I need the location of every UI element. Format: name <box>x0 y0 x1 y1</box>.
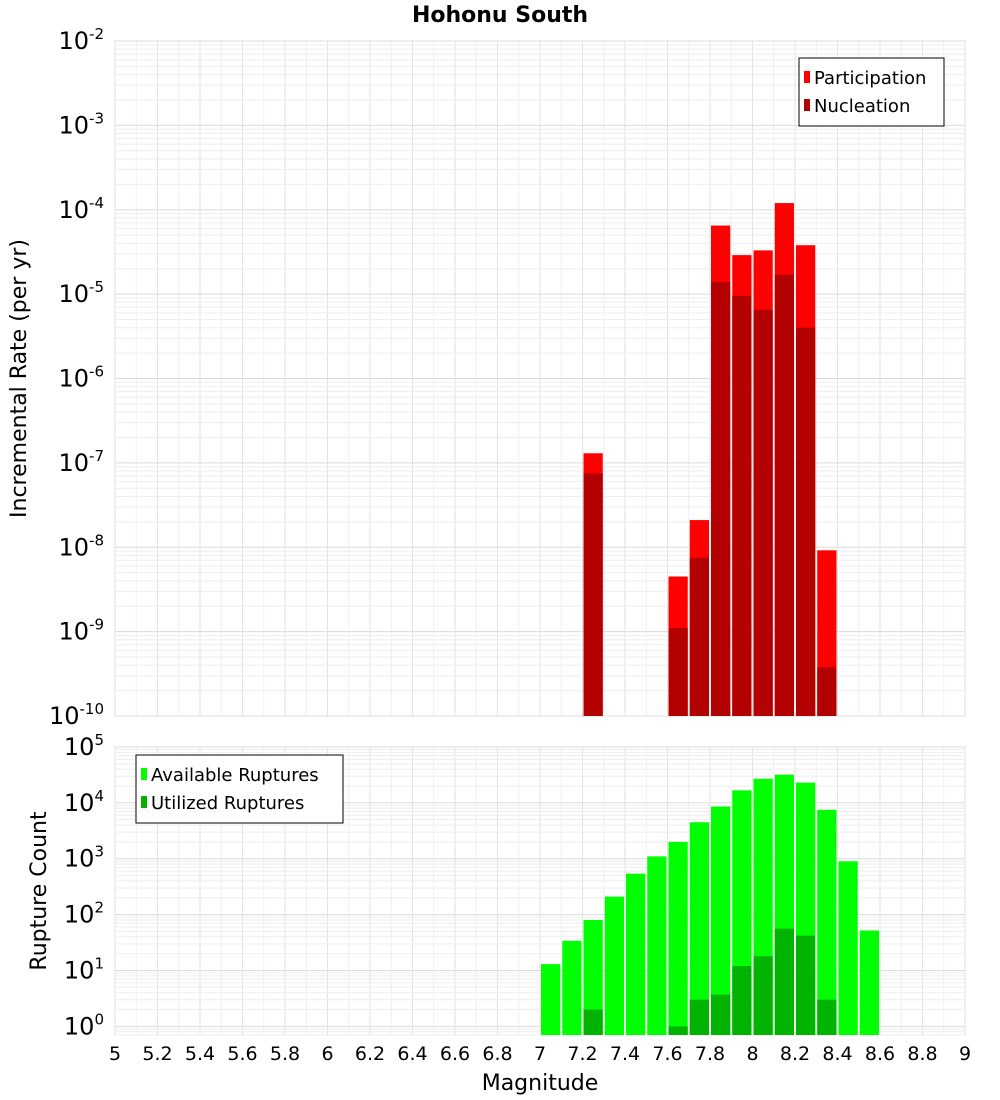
top-panel: 10-10 10-9 10-8 10-7 10-6 10-5 10-4 10-3 10-2 In… <box>7 25 966 730</box>
top-bars <box>583 203 837 717</box>
y-tick-label: 10-5 <box>58 278 104 308</box>
y-tick-label: 10-8 <box>58 531 104 561</box>
x-tick-label: 6.8 <box>482 1043 512 1065</box>
bar-nucleation <box>711 281 731 716</box>
legend-label: Utilized Ruptures <box>151 793 304 814</box>
bar-available-ruptures <box>838 861 858 1035</box>
chart-title: Hohonu South <box>412 3 588 28</box>
legend-label: Nucleation <box>814 96 910 117</box>
y-tick-label: 104 <box>64 787 104 817</box>
bar-nucleation <box>753 309 773 716</box>
bar-nucleation <box>774 274 794 716</box>
y-tick-label: 10-6 <box>58 363 104 393</box>
x-tick-label: 8 <box>746 1043 758 1065</box>
bar-utilized-ruptures <box>689 999 709 1035</box>
bottom-bars <box>541 774 879 1035</box>
bar-utilized-ruptures <box>732 966 752 1035</box>
bar-utilized-ruptures <box>583 1009 603 1035</box>
top-y-ticks: 10-10 10-9 10-8 10-7 10-6 10-5 10-4 10-3 10-2 <box>49 25 104 730</box>
bar-available-ruptures <box>583 920 603 1035</box>
bar-nucleation <box>583 473 603 716</box>
legend-box <box>135 754 344 824</box>
bar-available-ruptures <box>541 964 561 1035</box>
legend-swatch <box>141 796 147 808</box>
bottom-legend: Available Ruptures Utilized Ruptures <box>135 754 344 824</box>
x-tick-label: 7.6 <box>652 1043 682 1065</box>
x-ticks: 5 5.2 5.4 5.6 5.8 6 6.2 6.4 6.6 6.8 7 7.2 7.4 7.6 7.8 8… <box>109 1043 971 1065</box>
y-tick-label: 101 <box>64 954 104 984</box>
top-gridlines <box>114 40 966 717</box>
x-tick-label: 8.6 <box>865 1043 895 1065</box>
bottom-y-axis-label: Rupture Count <box>27 811 52 971</box>
bottom-panel: 100 101 102 103 104 105 5 5.2 5.4 5.6 5.8 6 6.2 6.4 6… <box>27 731 971 1096</box>
y-tick-label: 10-9 <box>58 616 104 646</box>
legend-box <box>798 57 945 127</box>
bar-utilized-ruptures <box>796 935 816 1035</box>
y-tick-label: 10-10 <box>49 700 104 730</box>
x-tick-label: 6.2 <box>355 1043 385 1065</box>
x-tick-label: 8.8 <box>907 1043 937 1065</box>
bar-utilized-ruptures <box>753 956 773 1035</box>
bar-utilized-ruptures <box>711 994 731 1035</box>
x-tick-label: 5.4 <box>185 1043 215 1065</box>
legend-swatch <box>804 71 810 83</box>
x-tick-label: 5 <box>109 1043 121 1065</box>
bar-nucleation <box>732 296 752 716</box>
x-tick-label: 6.4 <box>397 1043 427 1065</box>
bar-available-ruptures <box>689 822 709 1035</box>
legend-swatch <box>141 768 147 780</box>
bottom-y-ticks: 100 101 102 103 104 105 <box>64 731 104 1040</box>
legend-swatch <box>804 99 810 111</box>
top-y-axis-label: Incremental Rate (per yr) <box>7 239 32 518</box>
y-tick-label: 105 <box>64 731 104 761</box>
x-tick-label: 5.2 <box>142 1043 172 1065</box>
x-tick-label: 8.4 <box>822 1043 852 1065</box>
bar-nucleation <box>689 557 709 716</box>
x-tick-label: 7.8 <box>695 1043 725 1065</box>
bar-available-ruptures <box>668 841 688 1035</box>
bar-nucleation <box>796 327 816 716</box>
bar-available-ruptures <box>604 896 624 1035</box>
y-tick-label: 10-2 <box>58 25 104 55</box>
x-tick-label: 6 <box>321 1043 333 1065</box>
bar-utilized-ruptures <box>774 928 794 1035</box>
x-tick-label: 5.8 <box>270 1043 300 1065</box>
x-tick-label: 7.2 <box>567 1043 597 1065</box>
x-tick-label: 7 <box>534 1043 546 1065</box>
x-tick-label: 7.4 <box>610 1043 640 1065</box>
bar-utilized-ruptures <box>817 999 837 1035</box>
y-tick-label: 10-3 <box>58 109 104 139</box>
bar-utilized-ruptures <box>668 1026 688 1035</box>
bar-available-ruptures <box>711 806 731 1035</box>
y-tick-label: 103 <box>64 843 104 873</box>
y-tick-label: 10-4 <box>58 194 104 224</box>
bar-available-ruptures <box>626 873 646 1035</box>
top-legend: Participation Nucleation <box>798 57 945 127</box>
y-tick-label: 102 <box>64 899 104 929</box>
bar-available-ruptures <box>647 856 667 1035</box>
bar-available-ruptures <box>859 930 879 1035</box>
x-tick-label: 8.2 <box>780 1043 810 1065</box>
bar-nucleation <box>668 628 688 716</box>
legend-label: Participation <box>814 68 926 89</box>
legend-label: Available Ruptures <box>151 765 319 786</box>
bar-nucleation <box>817 667 837 716</box>
x-axis-label: Magnitude <box>482 1071 599 1096</box>
x-tick-label: 5.6 <box>227 1043 257 1065</box>
x-tick-label: 9 <box>959 1043 971 1065</box>
y-tick-label: 100 <box>64 1010 104 1040</box>
bar-available-ruptures <box>817 809 837 1035</box>
bar-available-ruptures <box>562 940 582 1035</box>
x-tick-label: 6.6 <box>440 1043 470 1065</box>
y-tick-label: 10-7 <box>58 447 104 477</box>
